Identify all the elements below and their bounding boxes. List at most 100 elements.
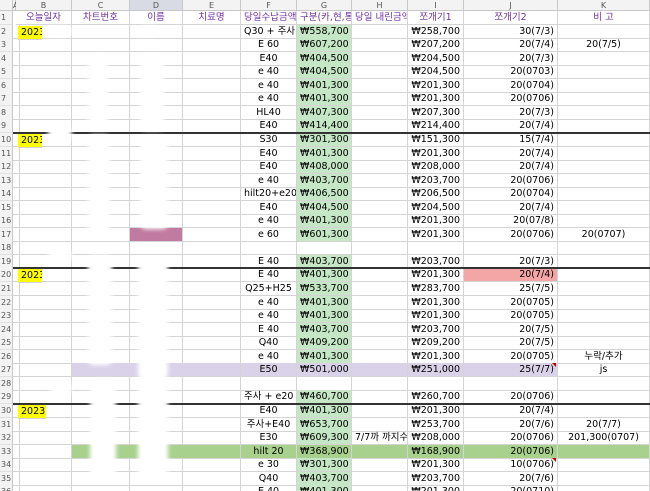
row-header[interactable]: 20 bbox=[0, 268, 13, 283]
cell[interactable] bbox=[183, 78, 241, 93]
cell-h[interactable]: ₩206,500 bbox=[408, 187, 464, 202]
row-header[interactable]: 35 bbox=[0, 471, 13, 486]
cell-h[interactable]: ₩201,300 bbox=[408, 309, 464, 324]
cell[interactable] bbox=[16, 282, 72, 296]
cell[interactable] bbox=[16, 458, 72, 473]
cell-e[interactable]: E40 bbox=[241, 403, 297, 418]
date-cell[interactable]: 2023 bbox=[18, 133, 42, 148]
cell-h[interactable]: ₩201,300 bbox=[408, 295, 464, 310]
cell-i[interactable]: 20(0706) bbox=[464, 444, 558, 459]
cell-f[interactable] bbox=[297, 376, 352, 391]
column-header-c[interactable]: C bbox=[72, 0, 130, 11]
cell-j[interactable] bbox=[558, 146, 650, 161]
cell-h[interactable]: ₩201,300 bbox=[408, 78, 464, 93]
cell-j[interactable] bbox=[558, 24, 650, 39]
cell[interactable] bbox=[16, 227, 72, 242]
cell-i[interactable]: 20(0706) bbox=[464, 173, 558, 188]
cell[interactable] bbox=[183, 282, 241, 296]
cell-g[interactable]: 7/7까 까지수납 bbox=[352, 431, 408, 446]
cell[interactable] bbox=[183, 241, 241, 256]
cell[interactable] bbox=[72, 485, 130, 491]
cell-g[interactable] bbox=[352, 227, 408, 242]
cell-e[interactable]: e 40 bbox=[241, 349, 297, 364]
row-header[interactable]: 7 bbox=[0, 92, 13, 107]
cell[interactable] bbox=[183, 92, 241, 107]
cell-h[interactable]: ₩201,300 bbox=[408, 403, 464, 418]
cell[interactable] bbox=[183, 173, 241, 188]
cell-f[interactable]: ₩404,500 bbox=[297, 51, 352, 66]
cell-e[interactable] bbox=[241, 241, 297, 256]
cell-j[interactable] bbox=[558, 51, 650, 66]
cell-g[interactable] bbox=[352, 38, 408, 53]
cell-f[interactable]: ₩404,500 bbox=[297, 65, 352, 80]
comment-indicator[interactable] bbox=[552, 458, 556, 463]
cell-i[interactable]: 20(7/6) bbox=[464, 417, 558, 432]
cell-e[interactable]: E40 bbox=[241, 51, 297, 66]
cell-f[interactable]: ₩501,000 bbox=[297, 363, 352, 378]
cell-g[interactable] bbox=[352, 444, 408, 459]
cell-f[interactable]: ₩401,300 bbox=[297, 214, 352, 229]
cell-i[interactable]: 20(7/4) bbox=[464, 38, 558, 53]
column-header-i[interactable]: I bbox=[408, 0, 464, 11]
cell[interactable] bbox=[183, 485, 241, 491]
cell[interactable] bbox=[16, 349, 72, 364]
cell-f[interactable]: ₩301,300 bbox=[297, 458, 352, 473]
cell-e[interactable]: e 40 bbox=[241, 309, 297, 324]
cell-e[interactable]: E40 bbox=[241, 200, 297, 215]
cell-i[interactable]: 20(0704) bbox=[464, 78, 558, 93]
cell-g[interactable] bbox=[352, 376, 408, 391]
cell-f[interactable]: ₩401,300 bbox=[297, 146, 352, 161]
cell-g[interactable] bbox=[352, 363, 408, 378]
row-header[interactable]: 11 bbox=[0, 146, 13, 161]
row-header[interactable]: 19 bbox=[0, 254, 13, 269]
cell[interactable] bbox=[16, 363, 72, 378]
cell-f[interactable]: ₩533,700 bbox=[297, 282, 352, 296]
cell-e[interactable]: Q30 + 주사 bbox=[241, 24, 297, 39]
cell-f[interactable]: ₩401,300 bbox=[297, 309, 352, 324]
row-header[interactable]: 30 bbox=[0, 403, 13, 418]
cell-i[interactable]: 25(7/7) bbox=[464, 363, 558, 378]
cell-f[interactable]: ₩401,300 bbox=[297, 349, 352, 364]
cell-j[interactable] bbox=[558, 471, 650, 486]
cell-j[interactable] bbox=[558, 485, 650, 491]
cell-i[interactable]: 20(0710) bbox=[464, 485, 558, 491]
cell-g[interactable] bbox=[352, 214, 408, 229]
cell[interactable] bbox=[16, 376, 72, 391]
cell[interactable] bbox=[16, 309, 72, 324]
cell-h[interactable]: ₩208,000 bbox=[408, 431, 464, 446]
cell-f[interactable]: ₩653,700 bbox=[297, 417, 352, 432]
cell-h[interactable]: ₩203,700 bbox=[408, 173, 464, 188]
row-header[interactable]: 10 bbox=[0, 132, 13, 147]
cell[interactable] bbox=[183, 38, 241, 53]
cell-e[interactable]: E50 bbox=[241, 363, 297, 378]
cell-e[interactable]: hilt20+e20 bbox=[241, 187, 297, 202]
cell[interactable] bbox=[16, 471, 72, 486]
cell-i[interactable]: 20(0703) bbox=[464, 65, 558, 80]
cell[interactable] bbox=[183, 105, 241, 120]
cell-e[interactable]: e 40 bbox=[241, 65, 297, 80]
cell-f[interactable]: ₩407,300 bbox=[297, 105, 352, 120]
cell[interactable] bbox=[183, 200, 241, 215]
cell[interactable] bbox=[183, 160, 241, 175]
cell-j[interactable] bbox=[558, 322, 650, 337]
cell-e[interactable]: Q40 bbox=[241, 471, 297, 486]
cell-e[interactable] bbox=[241, 376, 297, 391]
row-header[interactable]: 16 bbox=[0, 214, 13, 229]
row-header[interactable]: 5 bbox=[0, 65, 13, 80]
cell-j[interactable] bbox=[558, 268, 650, 283]
row-header[interactable]: 27 bbox=[0, 363, 13, 378]
cell-j[interactable] bbox=[558, 403, 650, 418]
cell-j[interactable] bbox=[558, 78, 650, 93]
row-header[interactable]: 17 bbox=[0, 227, 13, 242]
cell-f[interactable]: ₩607,200 bbox=[297, 38, 352, 53]
cell-f[interactable]: ₩609,300 bbox=[297, 431, 352, 446]
cell-g[interactable] bbox=[352, 336, 408, 351]
cell[interactable] bbox=[72, 471, 130, 486]
cell[interactable] bbox=[183, 187, 241, 202]
cell-j[interactable]: 20(0707) bbox=[558, 227, 650, 242]
cell[interactable] bbox=[16, 160, 72, 175]
row-header[interactable]: 23 bbox=[0, 309, 13, 324]
cell[interactable] bbox=[183, 227, 241, 242]
cell-g[interactable] bbox=[352, 268, 408, 283]
column-header-f[interactable]: F bbox=[241, 0, 297, 11]
